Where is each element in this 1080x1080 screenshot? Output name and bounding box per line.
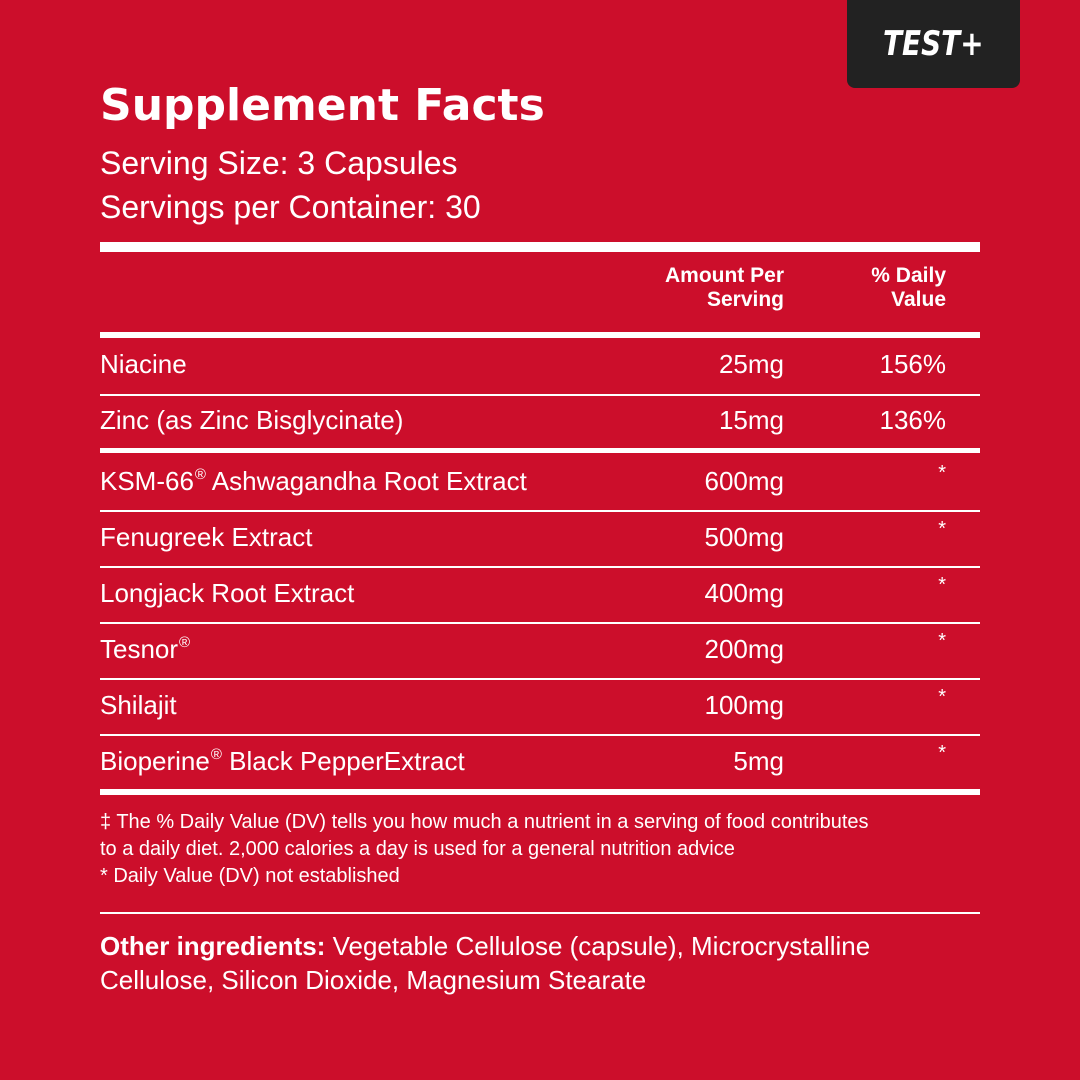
table-row: Tesnor® 200mg * <box>100 621 980 677</box>
ingredient-amount: 5mg <box>733 746 784 776</box>
row-divider <box>100 566 980 568</box>
daily-value-footnote-line1: ‡ The % Daily Value (DV) tells you how m… <box>100 811 869 833</box>
daily-value-footnote-line2: to a daily diet. 2,000 calories a day is… <box>100 838 735 860</box>
header-divider-bar <box>100 332 980 338</box>
amount-per-serving-header: Amount Per Serving <box>600 264 784 312</box>
ingredient-name: Bioperine® Black PepperExtract <box>100 746 465 776</box>
table-row: Fenugreek Extract 500mg * <box>100 509 980 565</box>
table-row: Longjack Root Extract 400mg * <box>100 565 980 621</box>
ingredient-daily-value: 136% <box>879 405 947 435</box>
ingredient-amount: 100mg <box>704 690 785 720</box>
product-badge: TEST+ <box>847 0 1020 88</box>
ingredient-name: Zinc (as Zinc Bisglycinate) <box>100 405 404 435</box>
ingredient-name: Tesnor® <box>100 634 191 664</box>
ingredient-daily-value: * <box>938 742 946 764</box>
ingredient-name: Longjack Root Extract <box>100 578 355 608</box>
amount-header-line2: Serving <box>706 288 784 311</box>
not-established-footnote: * Daily Value (DV) not established <box>100 865 400 887</box>
ingredient-amount: 600mg <box>704 466 785 496</box>
ingredient-amount: 15mg <box>718 405 784 435</box>
ingredient-name: Niacine <box>100 349 187 379</box>
row-divider <box>100 510 980 512</box>
serving-size: Serving Size: 3 Capsules <box>100 145 458 181</box>
row-divider <box>100 394 980 396</box>
registered-mark: ® <box>179 634 191 651</box>
row-divider <box>100 734 980 736</box>
ingredient-daily-value: * <box>938 630 946 652</box>
other-ingredients-line2: Cellulose, Silicon Dioxide, Magnesium St… <box>100 965 647 995</box>
section-divider-bar <box>100 448 980 453</box>
ingredient-daily-value: * <box>938 518 946 540</box>
daily-value-header: % Daily Value <box>780 264 946 312</box>
ingredient-name: Shilajit <box>100 690 177 720</box>
ingredient-amount: 25mg <box>718 349 784 379</box>
amount-header-line1: Amount Per <box>664 264 784 287</box>
footnote-divider <box>100 912 980 914</box>
page-title: Supplement Facts <box>100 80 545 131</box>
row-divider <box>100 622 980 624</box>
registered-mark: ® <box>194 466 206 483</box>
table-row: Shilajit 100mg * <box>100 677 980 733</box>
table-row: Bioperine® Black PepperExtract 5mg * <box>100 733 980 789</box>
servings-per-container: Servings per Container: 30 <box>100 189 481 225</box>
row-divider <box>100 678 980 680</box>
ingredient-amount: 400mg <box>704 578 785 608</box>
other-ingredients-label: Other ingredients: <box>100 931 326 961</box>
table-row: Niacine 25mg 156% <box>100 336 980 392</box>
top-divider-bar <box>100 242 980 252</box>
ingredient-amount: 200mg <box>704 634 785 664</box>
dv-header-line1: % Daily <box>871 264 946 287</box>
product-badge-text: TEST+ <box>883 24 984 64</box>
dv-header-line2: Value <box>891 288 946 311</box>
ingredient-daily-value: * <box>938 574 946 596</box>
bottom-divider-bar <box>100 789 980 795</box>
ingredient-name: Fenugreek Extract <box>100 522 313 552</box>
ingredient-daily-value: 156% <box>879 349 947 379</box>
ingredient-daily-value: * <box>938 686 946 708</box>
table-row: KSM-66® Ashwagandha Root Extract 600mg * <box>100 453 980 509</box>
ingredient-daily-value: * <box>938 462 946 484</box>
ingredient-amount: 500mg <box>704 522 785 552</box>
registered-mark: ® <box>210 746 222 763</box>
other-ingredients: Other ingredients: Vegetable Cellulose (… <box>100 929 1000 963</box>
other-ingredients-line1: Vegetable Cellulose (capsule), Microcrys… <box>325 931 871 961</box>
table-row: Zinc (as Zinc Bisglycinate) 15mg 136% <box>100 392 980 448</box>
ingredient-name: KSM-66® Ashwagandha Root Extract <box>100 466 527 496</box>
